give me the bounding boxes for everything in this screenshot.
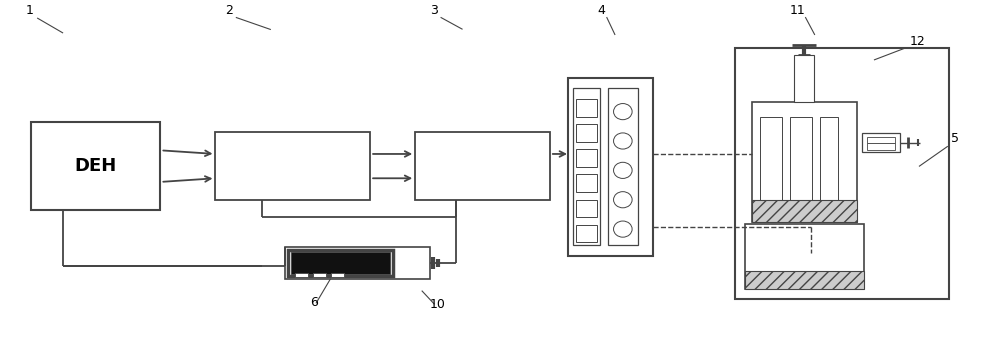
FancyBboxPatch shape (867, 143, 895, 149)
FancyBboxPatch shape (760, 117, 782, 203)
Text: 10: 10 (430, 298, 446, 311)
Text: 3: 3 (430, 4, 438, 17)
Ellipse shape (614, 221, 632, 237)
FancyBboxPatch shape (215, 132, 370, 200)
FancyBboxPatch shape (31, 122, 160, 210)
Text: 6: 6 (310, 296, 318, 309)
Ellipse shape (614, 162, 632, 178)
FancyBboxPatch shape (285, 247, 430, 279)
FancyBboxPatch shape (331, 273, 344, 277)
FancyBboxPatch shape (790, 117, 812, 203)
FancyBboxPatch shape (820, 117, 838, 203)
FancyBboxPatch shape (735, 48, 949, 299)
FancyBboxPatch shape (576, 224, 597, 242)
Text: 12: 12 (909, 35, 925, 47)
Text: 11: 11 (790, 4, 805, 17)
FancyBboxPatch shape (568, 78, 653, 256)
FancyBboxPatch shape (608, 88, 638, 245)
FancyBboxPatch shape (415, 132, 550, 200)
FancyBboxPatch shape (745, 223, 864, 290)
FancyBboxPatch shape (576, 175, 597, 192)
FancyBboxPatch shape (745, 271, 864, 290)
Text: DEH: DEH (74, 157, 117, 175)
FancyBboxPatch shape (288, 250, 393, 276)
FancyBboxPatch shape (862, 133, 900, 152)
FancyBboxPatch shape (576, 124, 597, 142)
FancyBboxPatch shape (794, 55, 814, 102)
FancyBboxPatch shape (576, 149, 597, 167)
FancyBboxPatch shape (867, 137, 895, 143)
Text: 1: 1 (26, 4, 34, 17)
FancyBboxPatch shape (573, 88, 600, 245)
Text: 2: 2 (225, 4, 233, 17)
FancyBboxPatch shape (752, 200, 857, 222)
Ellipse shape (614, 103, 632, 120)
FancyBboxPatch shape (295, 273, 308, 277)
FancyBboxPatch shape (313, 273, 326, 277)
FancyBboxPatch shape (752, 102, 857, 222)
FancyBboxPatch shape (576, 99, 597, 117)
Ellipse shape (614, 192, 632, 208)
Text: 4: 4 (598, 4, 606, 17)
Text: 5: 5 (951, 133, 959, 145)
FancyBboxPatch shape (576, 200, 597, 217)
FancyBboxPatch shape (291, 252, 390, 274)
Ellipse shape (614, 133, 632, 149)
